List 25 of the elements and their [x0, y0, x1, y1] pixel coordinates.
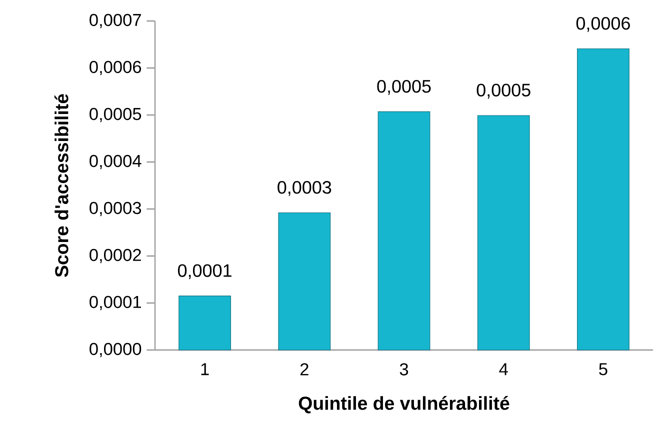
data-label: 0,0003: [278, 181, 332, 196]
x-tick-label: 2: [300, 363, 308, 376]
x-tick-label: 3: [400, 363, 408, 376]
data-label: 0,0005: [476, 84, 530, 99]
y-tick-label: 0,0004: [90, 154, 142, 170]
bar: [278, 212, 331, 350]
y-axis-title: Score d'accessibilité: [54, 94, 68, 277]
bar: [378, 111, 430, 350]
y-tick-label: 0,0000: [90, 342, 142, 358]
x-tick-label: 1: [201, 363, 209, 376]
data-label: 0,0005: [377, 80, 431, 95]
bar: [178, 296, 231, 350]
y-tick-label: 0,0001: [90, 296, 141, 310]
x-tick-label: 4: [499, 363, 508, 376]
data-label: 0,0001: [178, 264, 232, 280]
y-tick-label: 0,0005: [90, 108, 142, 122]
y-tick-label: 0,0006: [90, 60, 142, 76]
y-tick-label: 0,0002: [90, 248, 141, 264]
bar: [577, 48, 630, 350]
x-tick-label: 5: [599, 363, 608, 376]
x-axis-title: Quintile de vulnérabilité: [298, 396, 510, 414]
data-label: 0,0006: [576, 16, 630, 32]
y-tick-label: 0,0007: [90, 14, 141, 28]
bar: [477, 115, 530, 350]
y-tick-label: 0,0003: [90, 202, 142, 216]
